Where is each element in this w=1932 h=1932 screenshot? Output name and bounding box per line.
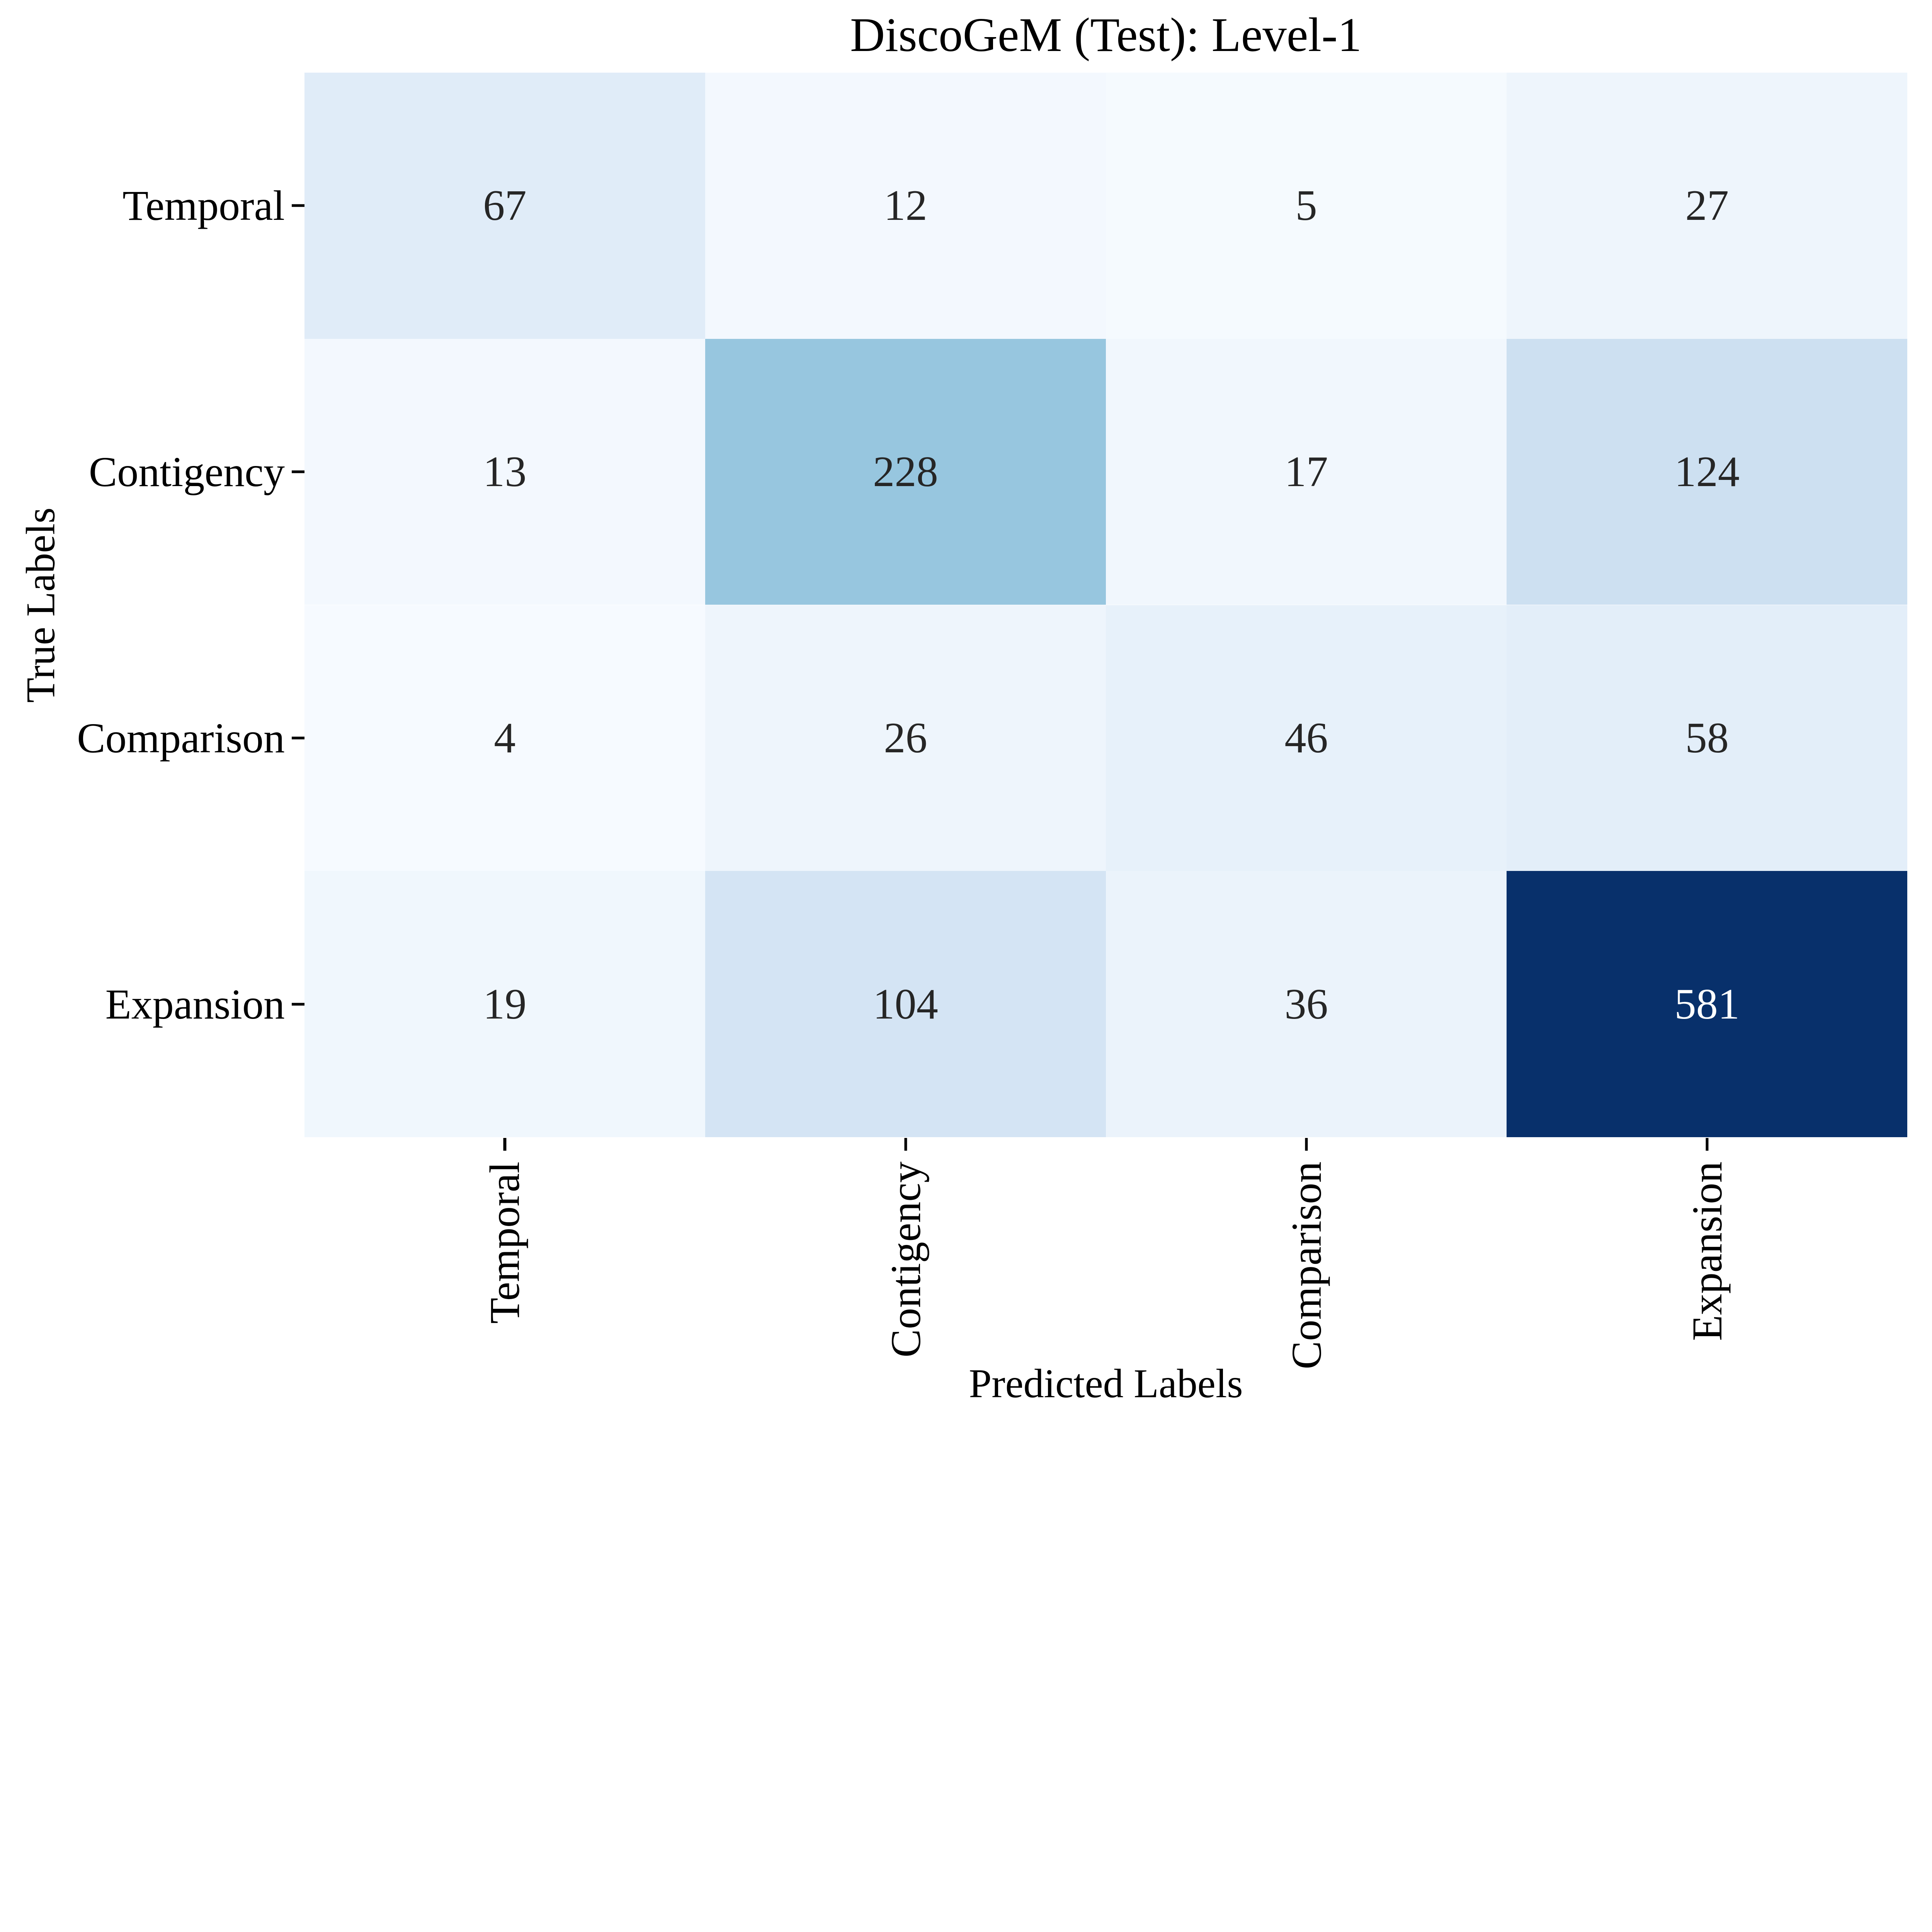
- heatmap-grid: 67 12 5 27 13 228 17 124 4 26 46 58 19 104 36 581: [304, 72, 1908, 1138]
- cell-value: 17: [1284, 447, 1328, 496]
- cell-value: 581: [1674, 980, 1740, 1028]
- cell-value: 58: [1685, 714, 1729, 762]
- heatmap-cell: 46: [1106, 605, 1507, 871]
- y-tick-mark: [292, 736, 304, 740]
- heatmap-cell: 4: [304, 605, 705, 871]
- x-tick-label: Expansion: [1683, 1162, 1731, 1341]
- cell-value: 228: [873, 447, 938, 496]
- heatmap-cell: 26: [705, 605, 1106, 871]
- heatmap-cell: 67: [304, 72, 705, 339]
- cell-value: 12: [884, 181, 927, 230]
- heatmap-cell: 58: [1507, 605, 1908, 871]
- y-tick-label: Contigency: [88, 448, 285, 495]
- cell-value: 19: [483, 980, 527, 1028]
- cell-value: 26: [884, 714, 927, 762]
- x-tick-label: Contigency: [882, 1162, 929, 1358]
- x-axis-label: Predicted Labels: [969, 1361, 1243, 1406]
- y-tick-label: Comparison: [77, 714, 285, 762]
- cell-value: 36: [1284, 980, 1328, 1028]
- cell-value: 46: [1284, 714, 1328, 762]
- x-tick-label: Temporal: [481, 1162, 529, 1324]
- heatmap-cell: 36: [1106, 871, 1507, 1138]
- cell-value: 27: [1685, 181, 1729, 230]
- y-tick-mark: [292, 470, 304, 473]
- y-axis-label: True Labels: [18, 507, 63, 703]
- y-tick-mark: [292, 1003, 304, 1006]
- x-tick-mark: [1304, 1138, 1308, 1151]
- x-tick-mark: [503, 1138, 507, 1151]
- heatmap-cell: 27: [1507, 72, 1908, 339]
- y-tick-mark: [292, 204, 304, 207]
- heatmap-cell: 581: [1507, 871, 1908, 1138]
- cell-value: 124: [1674, 447, 1740, 496]
- heatmap-cell: 12: [705, 72, 1106, 339]
- cell-value: 5: [1295, 181, 1317, 230]
- heatmap-cell: 124: [1507, 338, 1908, 605]
- heatmap-cell: 104: [705, 871, 1106, 1138]
- heatmap-cell: 19: [304, 871, 705, 1138]
- cell-value: 104: [873, 980, 938, 1028]
- cell-value: 13: [483, 447, 527, 496]
- y-tick-label: Expansion: [105, 980, 285, 1028]
- heatmap-cell: 5: [1106, 72, 1507, 339]
- heatmap-cell: 17: [1106, 338, 1507, 605]
- x-tick-mark: [1705, 1138, 1709, 1151]
- confusion-matrix-figure: DiscoGeM (Test): Level-1 True Labels 67 1…: [18, 9, 1908, 1406]
- y-tick-label: Temporal: [122, 182, 285, 230]
- heatmap-cell: 228: [705, 338, 1106, 605]
- x-tick-mark: [904, 1138, 907, 1151]
- chart-title: DiscoGeM (Test): Level-1: [850, 9, 1362, 62]
- cell-value: 67: [483, 181, 527, 230]
- heatmap-cell: 13: [304, 338, 705, 605]
- x-tick-label: Comparison: [1282, 1162, 1330, 1370]
- cell-value: 4: [494, 714, 516, 762]
